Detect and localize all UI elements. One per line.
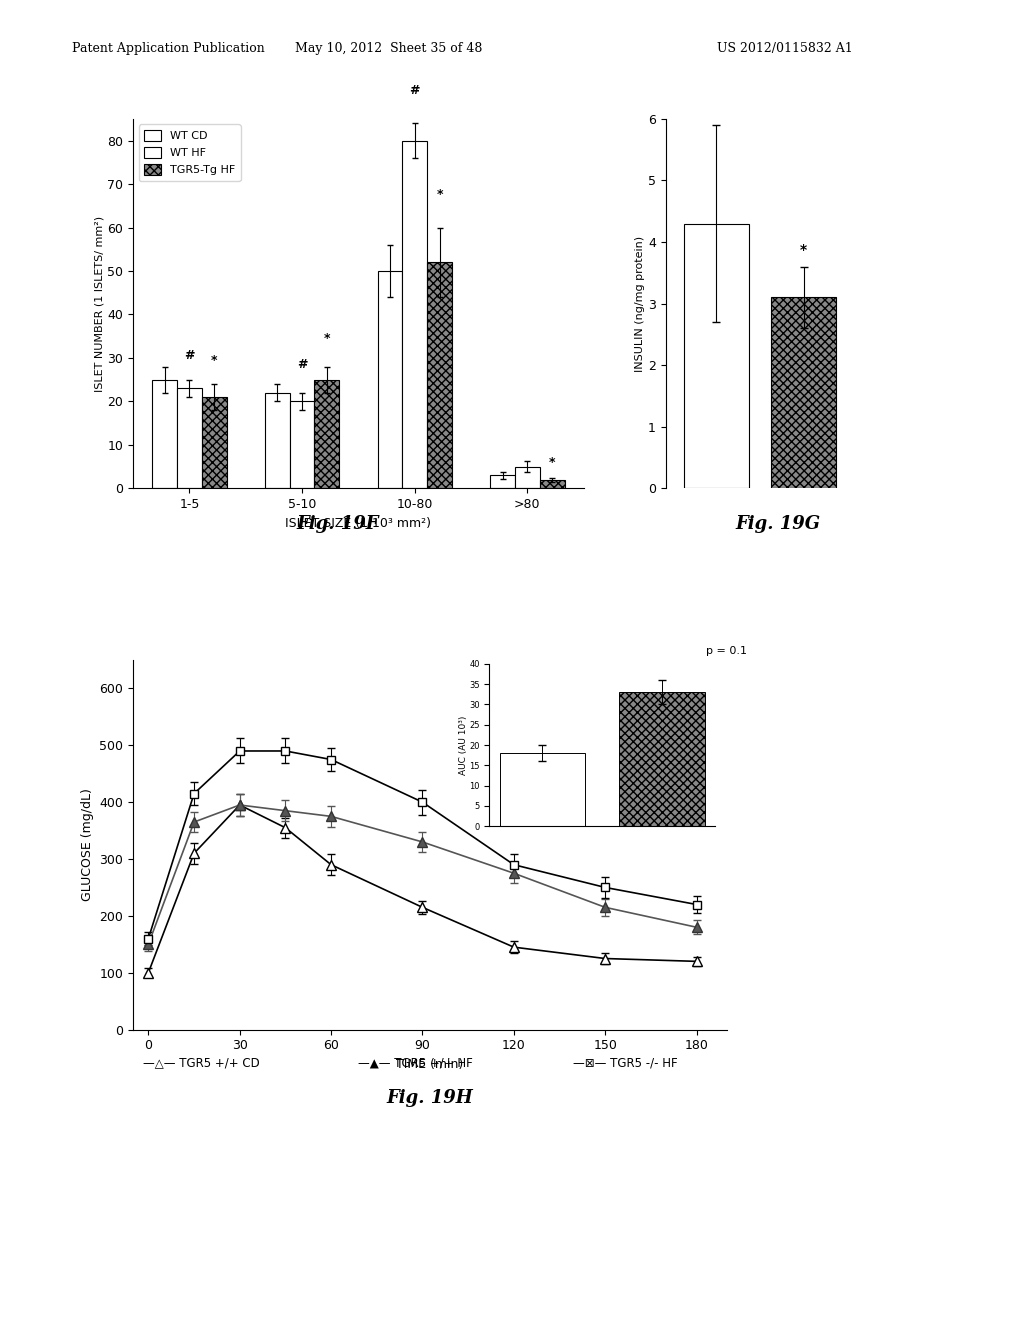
- Y-axis label: ISLET NUMBER (1 ISLETS/ mm²): ISLET NUMBER (1 ISLETS/ mm²): [94, 215, 104, 392]
- Bar: [202, 397, 226, 488]
- Bar: [540, 479, 564, 488]
- Bar: [153, 380, 177, 488]
- X-axis label: TIME (min): TIME (min): [396, 1057, 464, 1071]
- Bar: [490, 475, 515, 488]
- Y-axis label: INSULIN (ng/mg protein): INSULIN (ng/mg protein): [635, 235, 645, 372]
- Text: May 10, 2012  Sheet 35 of 48: May 10, 2012 Sheet 35 of 48: [296, 42, 482, 55]
- Bar: [314, 380, 339, 488]
- Bar: [427, 263, 452, 488]
- Text: *: *: [549, 455, 555, 469]
- Text: —⊠— TGR5 -/- HF: —⊠— TGR5 -/- HF: [573, 1056, 678, 1069]
- Bar: [378, 271, 402, 488]
- Y-axis label: GLUCOSE (mg/dL): GLUCOSE (mg/dL): [81, 788, 94, 902]
- Text: Fig. 19F: Fig. 19F: [297, 515, 379, 533]
- Text: #: #: [184, 350, 195, 362]
- Bar: [177, 388, 202, 488]
- Bar: [290, 401, 314, 488]
- Bar: [265, 393, 290, 488]
- Text: *: *: [436, 189, 442, 202]
- Text: *: *: [211, 354, 217, 367]
- Text: #: #: [297, 358, 307, 371]
- X-axis label: ISLET SIZE (1.10³ mm²): ISLET SIZE (1.10³ mm²): [286, 516, 431, 529]
- Legend: WT CD, WT HF, TGR5-Tg HF: WT CD, WT HF, TGR5-Tg HF: [138, 124, 241, 181]
- Bar: [684, 223, 750, 488]
- Text: Patent Application Publication: Patent Application Publication: [72, 42, 264, 55]
- Bar: [402, 140, 427, 488]
- Text: *: *: [324, 331, 330, 345]
- Bar: [515, 467, 540, 488]
- Text: Fig. 19H: Fig. 19H: [387, 1089, 473, 1107]
- Text: Fig. 19G: Fig. 19G: [735, 515, 821, 533]
- Text: #: #: [410, 84, 420, 98]
- Text: —△— TGR5 +/+ CD: —△— TGR5 +/+ CD: [143, 1056, 260, 1069]
- Text: *: *: [800, 243, 807, 257]
- Text: US 2012/0115832 A1: US 2012/0115832 A1: [717, 42, 853, 55]
- Text: —▲— TGR5 +/+ HF: —▲— TGR5 +/+ HF: [358, 1056, 473, 1069]
- Bar: [771, 297, 837, 488]
